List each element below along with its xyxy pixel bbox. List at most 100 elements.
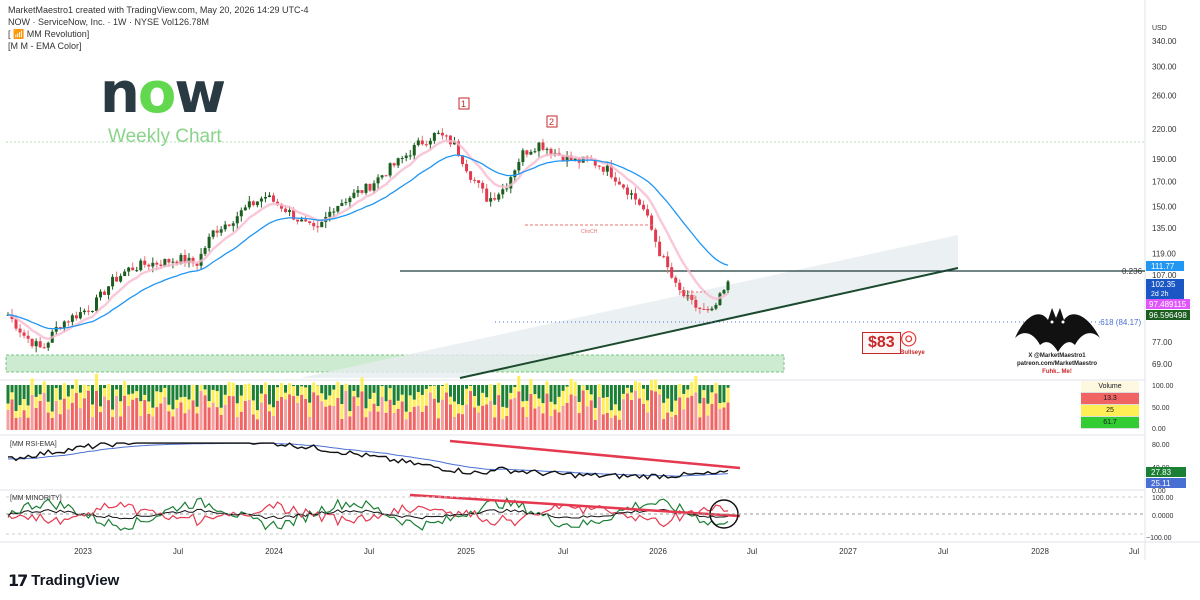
hist-bar-yellow: [638, 382, 642, 399]
hist-bar-yellow: [513, 387, 517, 398]
hist-bar-green: [605, 385, 609, 398]
hist-bar-red: [376, 411, 380, 430]
hist-bar-red: [340, 418, 344, 430]
hist-bar-green: [537, 385, 541, 399]
fib-0236-label: 0.236: [1122, 267, 1143, 276]
hist-bar-red: [686, 397, 690, 430]
hist-bar-yellow: [263, 382, 267, 395]
rsi-title[interactable]: [MM RSI-EMA]: [10, 441, 57, 448]
hist-bar-yellow: [585, 390, 589, 407]
candle-body: [171, 261, 175, 263]
rsi-trendline[interactable]: [449, 439, 741, 470]
hist-bar-red: [436, 418, 440, 430]
hist-bar-yellow: [356, 397, 360, 406]
candle-body: [191, 257, 195, 264]
hist-bar-green: [131, 385, 135, 394]
hist-bar-red: [127, 405, 131, 430]
bos-label: BoS: [686, 295, 696, 301]
hist-bar-yellow: [239, 395, 243, 412]
symbol-line[interactable]: NOW · ServiceNow, Inc. · 1W · NYSE Vol12…: [8, 17, 210, 27]
candle-body: [448, 135, 452, 145]
hist-bar-yellow: [62, 383, 66, 399]
candle-body: [670, 267, 674, 278]
candle-body: [263, 196, 267, 199]
hist-bar-yellow: [597, 384, 601, 397]
candle-body: [360, 190, 364, 193]
hist-bar-green: [111, 385, 115, 410]
hist-bar-green: [259, 385, 263, 394]
hist-bar-red: [444, 392, 448, 430]
hist-bar-yellow: [284, 392, 288, 400]
time-axis[interactable]: 2023 Jul 2024 Jul 2025 Jul 2026 Jul 2027 Jul 2028 J…: [74, 547, 1139, 556]
hist-bar-green: [235, 385, 239, 404]
time-axis-tick: Jul: [1129, 547, 1139, 556]
hist-bar-red: [211, 402, 215, 430]
hist-bar-yellow: [440, 385, 444, 400]
hist-bar-green: [38, 385, 42, 395]
hist-bar-yellow: [336, 381, 340, 398]
candle-body: [179, 254, 183, 264]
hist-bar-yellow: [14, 410, 18, 418]
vol-axis-100: 100.00: [1152, 383, 1174, 390]
hist-bar-yellow: [465, 388, 469, 405]
candle-body: [304, 219, 308, 222]
minority-green-line: [7, 496, 729, 531]
hist-bar-yellow: [629, 392, 633, 400]
hist-bar-green: [179, 385, 183, 398]
hist-bar-yellow: [26, 405, 30, 418]
hist-bar-red: [14, 417, 18, 430]
candle-body: [436, 132, 440, 134]
hist-bar-yellow: [119, 401, 123, 417]
hist-bar-yellow: [324, 399, 328, 407]
candle-body: [376, 177, 380, 184]
support-trendline[interactable]: [459, 267, 959, 379]
hist-bar-red: [18, 417, 22, 430]
hist-bar-green: [396, 385, 400, 401]
candle-body: [211, 230, 215, 237]
minority-title[interactable]: [MM MINORITY]: [10, 495, 62, 502]
hist-bar-yellow: [662, 402, 666, 420]
hist-bar-yellow: [78, 392, 82, 409]
hist-bar-green: [722, 385, 726, 403]
time-axis-tick: Jul: [938, 547, 948, 556]
candle-body: [38, 341, 42, 348]
candle-body: [646, 209, 650, 216]
hist-bar-yellow: [332, 389, 336, 406]
wave1-label: 1: [461, 99, 466, 109]
candle-body: [565, 155, 569, 162]
hist-bar-yellow: [300, 386, 304, 395]
candle-body: [123, 271, 127, 276]
hist-bar-red: [505, 415, 509, 430]
hist-bar-yellow: [722, 402, 726, 408]
hist-bar-red: [553, 409, 557, 430]
tradingview-footer[interactable]: 17 TradingView: [8, 571, 119, 590]
candle-body: [296, 219, 300, 222]
candle-body: [18, 328, 22, 333]
hist-bar-yellow: [565, 386, 569, 403]
hist-bar-red: [223, 404, 227, 430]
candle-body: [139, 260, 143, 271]
hist-bar-yellow: [175, 399, 179, 409]
candle-body: [107, 286, 111, 295]
hist-bar-yellow: [54, 388, 58, 401]
candle-body: [525, 150, 529, 155]
indicator-ema-color[interactable]: [M M - EMA Color]: [8, 41, 82, 51]
candle-body: [143, 260, 147, 265]
hist-bar-yellow: [151, 407, 155, 417]
hist-bar-yellow: [179, 397, 183, 403]
indicator-revolution[interactable]: [ 📶 MM Revolution]: [8, 29, 90, 39]
hist-bar-green: [674, 385, 678, 401]
candle-body: [613, 177, 617, 182]
hist-bar-yellow: [509, 392, 513, 400]
price-axis-tick: 135.00: [1152, 224, 1177, 233]
hist-bar-red: [348, 416, 352, 430]
hist-bar-yellow: [90, 404, 94, 418]
candle-body: [650, 215, 654, 230]
price-axis[interactable]: 340.00 300.00 260.00 220.00 190.00 170.00 150.…: [1152, 37, 1177, 369]
hist-bar-red: [239, 411, 243, 430]
hist-bar-yellow: [316, 385, 320, 396]
candle-body: [473, 179, 477, 181]
hist-bar-green: [320, 385, 324, 394]
minority-trendline[interactable]: [409, 493, 741, 518]
